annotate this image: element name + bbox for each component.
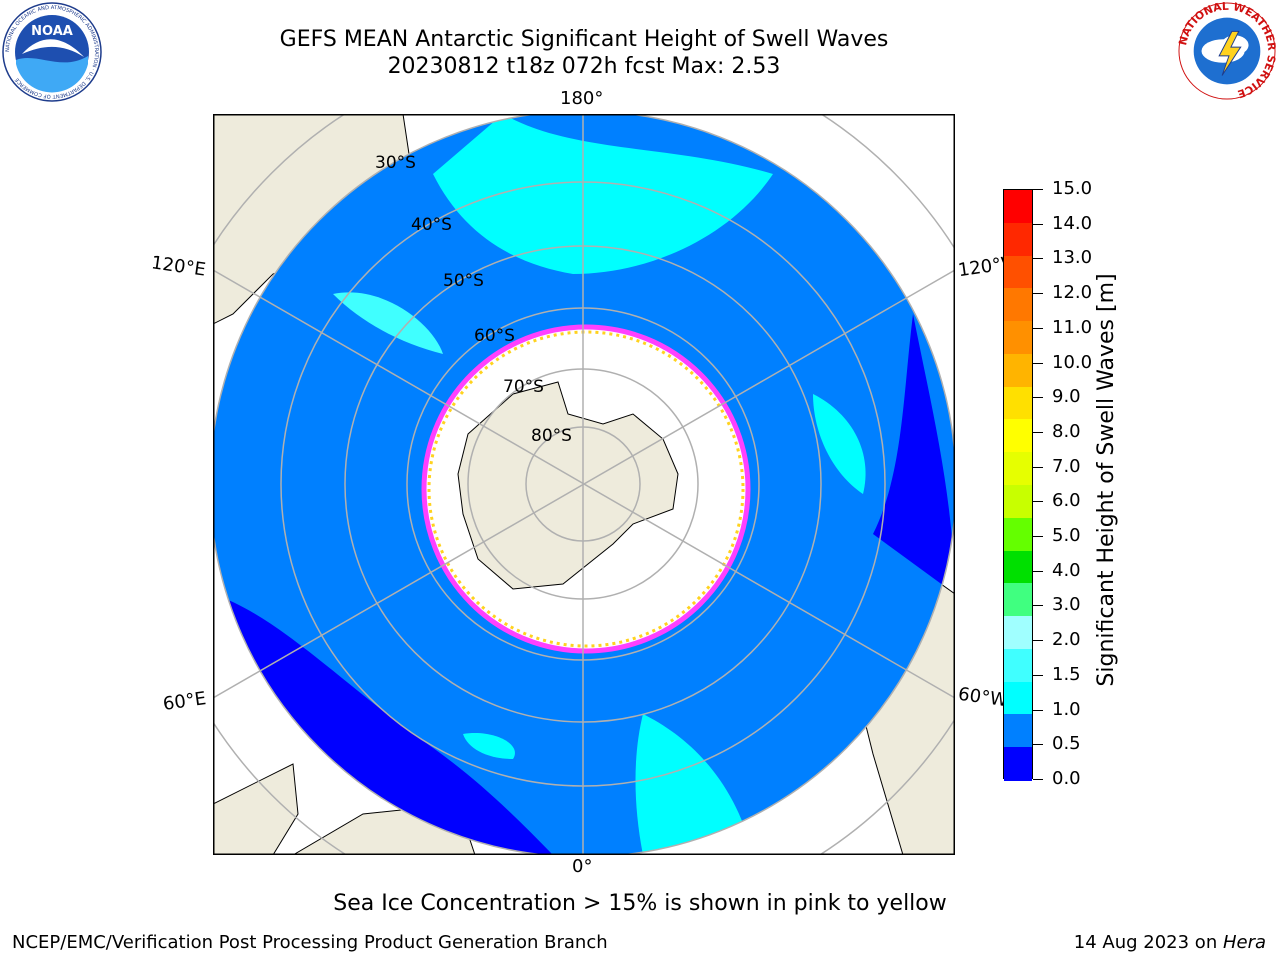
- colorbar-segment: [1004, 222, 1032, 257]
- chart-subtitle: 20230812 t18z 072h fcst Max: 2.53: [387, 54, 781, 79]
- lon-label-180: 180°: [560, 88, 604, 109]
- colorbar-tick: [1033, 744, 1043, 746]
- colorbar-title-text: Significant Height of Swell Waves [m]: [1094, 273, 1119, 687]
- colorbar-tick-label: 1.0: [1052, 698, 1081, 720]
- colorbar-segment: [1004, 550, 1032, 584]
- colorbar-segment: [1004, 288, 1032, 322]
- colorbar-tick-label: 3.0: [1052, 594, 1081, 616]
- lon-label-120e: 120°E: [149, 252, 207, 281]
- polar-map: 30°S 40°S 50°S 60°S 70°S 80°S: [213, 114, 955, 855]
- colorbar-tick-label: 9.0: [1052, 386, 1081, 408]
- colorbar-tick-label: 0.0: [1052, 768, 1081, 789]
- colorbar-tick: [1033, 431, 1043, 433]
- colorbar-segment: [1004, 747, 1032, 781]
- colorbar-segment: [1004, 386, 1032, 421]
- colorbar-tick-label: 15.0: [1052, 178, 1093, 199]
- colorbar-tick-label: 5.0: [1052, 525, 1081, 547]
- colorbar-segment: [1004, 616, 1032, 650]
- colorbar-tick-label: 2.0: [1052, 629, 1081, 651]
- colorbar-tick-label: 7.0: [1052, 455, 1081, 477]
- colorbar-tick: [1033, 189, 1043, 190]
- colorbar-tick-label: 12.0: [1052, 282, 1093, 304]
- lat-label-40s: 40°S: [411, 215, 452, 235]
- colorbar-tick-label: 11.0: [1052, 316, 1093, 338]
- colorbar-tick: [1033, 397, 1043, 399]
- colorbar-segment: [1004, 714, 1032, 748]
- colorbar-tick: [1033, 362, 1043, 364]
- colorbar-tick: [1033, 466, 1043, 468]
- colorbar-tick: [1033, 501, 1043, 503]
- colorbar-tick-label: 4.0: [1052, 559, 1081, 581]
- colorbar-tick: [1033, 709, 1043, 711]
- colorbar-tick-label: 0.5: [1052, 733, 1081, 755]
- colorbar-segment: [1004, 583, 1032, 617]
- footer-credit: NCEP/EMC/Verification Post Processing Pr…: [12, 932, 608, 953]
- colorbar: [1003, 189, 1033, 781]
- colorbar-tick: [1033, 779, 1043, 780]
- footer-date: 14 Aug 2023 on Hera: [1074, 932, 1266, 954]
- colorbar-tick-label: 1.5: [1052, 663, 1081, 685]
- colorbar-segment: [1004, 255, 1032, 289]
- colorbar-segment: [1004, 485, 1032, 519]
- lon-label-0: 0°: [572, 856, 593, 877]
- lat-label-30s: 30°S: [375, 153, 416, 173]
- colorbar-tick: [1033, 640, 1043, 642]
- colorbar-segment: [1004, 419, 1032, 453]
- colorbar-segment: [1004, 190, 1032, 224]
- svg-text:NOAA: NOAA: [31, 24, 73, 39]
- colorbar-segment: [1004, 321, 1032, 355]
- colorbar-tick: [1033, 536, 1043, 538]
- colorbar-segment: [1004, 353, 1032, 388]
- colorbar-tick: [1033, 570, 1043, 572]
- sea-ice-note: Sea Ice Concentration > 15% is shown in …: [333, 891, 947, 916]
- footer-host: Hera: [1222, 932, 1266, 953]
- colorbar-tick-label: 8.0: [1052, 420, 1081, 442]
- lat-label-50s: 50°S: [443, 271, 484, 291]
- colorbar-tick-label: 13.0: [1052, 247, 1093, 269]
- colorbar-tick: [1033, 327, 1043, 329]
- colorbar-segment: [1004, 681, 1032, 716]
- colorbar-segment: [1004, 648, 1032, 683]
- colorbar-segment: [1004, 517, 1032, 552]
- lat-label-80s: 80°S: [531, 426, 572, 446]
- colorbar-tick: [1033, 223, 1043, 225]
- lon-label-60w: 60°W: [956, 683, 1009, 712]
- lat-label-60s: 60°S: [474, 326, 515, 346]
- lat-label-70s: 70°S: [503, 377, 544, 397]
- colorbar-tick-label: 10.0: [1052, 351, 1093, 373]
- graticule: [213, 114, 955, 855]
- lon-label-60e: 60°E: [161, 688, 208, 715]
- footer-date-text: 14 Aug 2023 on: [1073, 932, 1223, 953]
- colorbar-tick-label: 14.0: [1052, 212, 1093, 234]
- antarctica: [457, 381, 679, 590]
- colorbar-tick: [1033, 258, 1043, 260]
- colorbar-tick-label: 6.0: [1052, 490, 1081, 512]
- colorbar-segment: [1004, 452, 1032, 486]
- nws-logo: NATIONAL WEATHER SERVICE: [1178, 2, 1276, 100]
- colorbar-tick: [1033, 674, 1043, 676]
- colorbar-tick: [1033, 605, 1043, 607]
- chart-title: GEFS MEAN Antarctic Significant Height o…: [279, 27, 889, 52]
- colorbar-title: Significant Height of Swell Waves [m]: [1093, 260, 1171, 700]
- colorbar-tick: [1033, 293, 1043, 295]
- noaa-logo: NOAA NATIONAL OCEANIC AND ATMOSPHERIC AD…: [2, 2, 102, 102]
